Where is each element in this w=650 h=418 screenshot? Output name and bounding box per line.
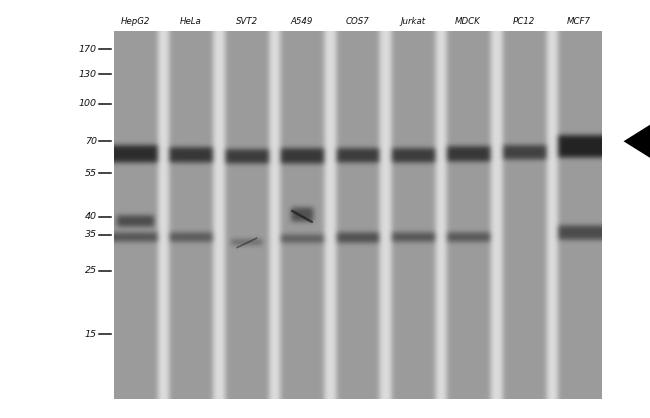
Text: HeLa: HeLa [180,17,202,26]
Text: SVT2: SVT2 [236,17,258,26]
Text: COS7: COS7 [346,17,369,26]
Text: A549: A549 [291,17,313,26]
Text: Jurkat: Jurkat [400,17,426,26]
Text: MCF7: MCF7 [567,17,592,26]
Text: 35: 35 [85,230,97,240]
Text: 25: 25 [85,266,97,275]
Text: 40: 40 [85,212,97,221]
Text: 15: 15 [85,330,97,339]
Text: 170: 170 [79,45,97,54]
Text: MDCK: MDCK [455,17,481,26]
Text: PC12: PC12 [513,17,536,26]
Text: 130: 130 [79,70,97,79]
Text: 55: 55 [85,169,97,178]
Text: 70: 70 [85,137,97,146]
Text: HepG2: HepG2 [121,17,150,26]
Text: 100: 100 [79,99,97,108]
